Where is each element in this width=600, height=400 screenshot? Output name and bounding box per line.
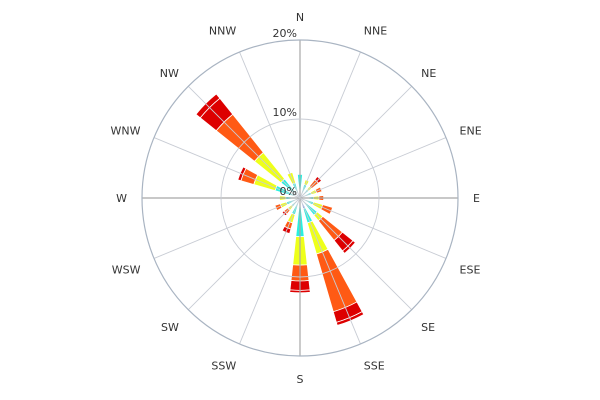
direction-label-n: N [296, 11, 304, 24]
direction-label-se: SE [421, 321, 435, 334]
labels-layer: 0% 10% 20% N NNE NE ENE E ESE SE SSE S SSW SW WSW W WNW N… [110, 11, 481, 386]
direction-label-s: S [297, 373, 304, 386]
r-tick-label-0: 0% [280, 185, 297, 198]
direction-label-sw: SW [161, 321, 179, 334]
direction-label-sse: SSE [364, 360, 385, 373]
ring-10 [220, 118, 380, 278]
direction-label-nnw: NNW [209, 24, 236, 37]
direction-label-ese: ESE [460, 264, 481, 277]
r-tick-label-10: 10% [273, 106, 297, 119]
r-tick-label-20: 20% [273, 27, 297, 40]
direction-label-ene: ENE [460, 124, 482, 137]
direction-label-ne: NE [421, 67, 436, 80]
direction-label-nw: NW [160, 67, 179, 80]
direction-label-e: E [473, 192, 480, 205]
direction-label-nne: NNE [364, 24, 387, 37]
direction-label-wnw: WNW [110, 124, 140, 137]
direction-label-ssw: SSW [211, 360, 236, 373]
ring-20 [141, 39, 459, 357]
grid-layer [141, 39, 459, 357]
direction-label-wsw: WSW [112, 264, 141, 277]
direction-label-w: W [116, 192, 127, 205]
